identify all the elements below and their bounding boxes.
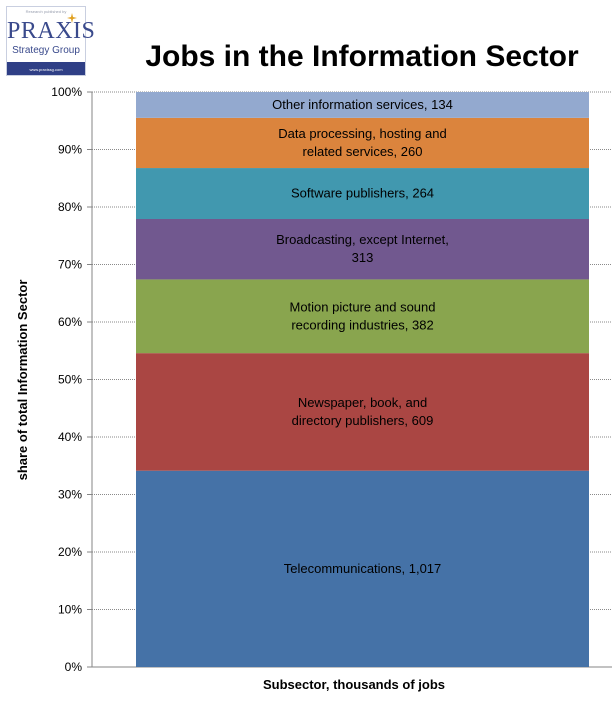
segment-label: Newspaper, book, and directory publishers… [292, 395, 434, 428]
bar-segment [136, 353, 589, 471]
praxis-logo: Research published by PRAXIS Strategy Gr… [6, 6, 96, 76]
segment-label-line: related services, 260 [303, 144, 423, 159]
bar-segment [136, 279, 589, 354]
segment-label: Other information services, 134 [272, 97, 453, 112]
segment-label-line: Other information services, 134 [272, 97, 453, 112]
segment-label-line: Telecommunications, 1,017 [284, 561, 442, 576]
y-tick-label: 60% [58, 315, 82, 329]
logo-footer-bar [7, 62, 85, 75]
segment-label-line: 313 [352, 250, 374, 265]
y-tick-label: 0% [65, 660, 83, 674]
bar-segment [136, 92, 589, 118]
bar-segments [136, 92, 589, 667]
segment-label-line: Broadcasting, except Internet, [276, 232, 449, 247]
bar-segment [136, 219, 589, 280]
y-tick-label: 70% [58, 258, 82, 272]
logo-subtitle: Strategy Group [12, 45, 80, 56]
segment-label: Motion picture and sound recording indust… [290, 299, 436, 332]
logo-tagline: Research published by [25, 9, 67, 14]
bar-segment [136, 117, 589, 169]
y-axis-label: share of total Information Sector [15, 280, 30, 481]
segment-label-line: Motion picture and sound [290, 299, 436, 314]
y-tick-label: 30% [58, 488, 82, 502]
segment-label-line: Software publishers, 264 [291, 186, 434, 201]
logo-spark-icon [67, 13, 77, 23]
segment-data-labels: Telecommunications, 1,017 Newspaper, book… [272, 97, 453, 576]
segment-label-line: recording industries, 382 [291, 317, 433, 332]
segment-label-line: directory publishers, 609 [292, 413, 434, 428]
logo-url: www.praxissg.com [29, 67, 63, 72]
segment-label: Software publishers, 264 [291, 186, 434, 201]
y-axis-tick-labels: 0% 10% 20% 30% 40% 50% 60% 70% 80% 90% 100% [51, 85, 92, 674]
y-tick-label: 50% [58, 373, 82, 387]
segment-label-line: Newspaper, book, and [298, 395, 427, 410]
y-tick-label: 10% [58, 603, 82, 617]
chart-title: Jobs in the Information Sector [145, 40, 579, 73]
y-tick-label: 20% [58, 545, 82, 559]
y-tick-label: 80% [58, 200, 82, 214]
bar-segment [136, 168, 589, 220]
x-axis-label: Subsector, thousands of jobs [263, 677, 445, 692]
y-tick-label: 40% [58, 430, 82, 444]
y-tick-label: 100% [51, 85, 82, 99]
segment-label: Broadcasting, except Internet, 313 [276, 232, 449, 265]
y-tick-label: 90% [58, 143, 82, 157]
segment-label: Data processing, hosting and related serv… [278, 126, 446, 159]
bar-segment [136, 470, 589, 667]
segment-label: Telecommunications, 1,017 [284, 561, 442, 576]
logo-wordmark: PRAXIS [7, 18, 96, 44]
segment-label-line: Data processing, hosting and [278, 126, 446, 141]
